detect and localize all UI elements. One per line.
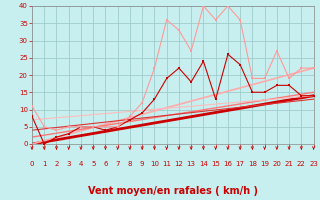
X-axis label: Vent moyen/en rafales ( km/h ): Vent moyen/en rafales ( km/h )	[88, 186, 258, 196]
